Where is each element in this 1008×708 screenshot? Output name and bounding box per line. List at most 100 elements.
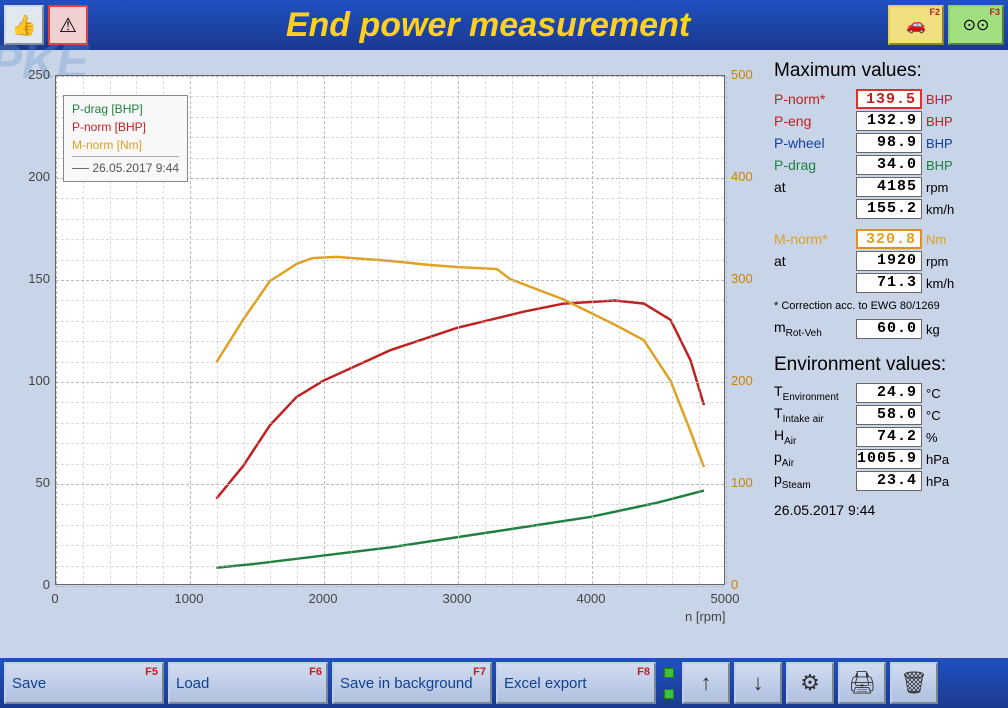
value-unit: rpm bbox=[926, 180, 962, 195]
value-row: TEnvironment24.9 °C bbox=[774, 382, 1002, 404]
value-row: HAir74.2% bbox=[774, 426, 1002, 448]
mrot-label: mRot-Veh bbox=[774, 319, 852, 339]
mrot-unit: kg bbox=[926, 322, 962, 337]
side-panel: Maximum values: P-norm*139.5BHPP-eng132.… bbox=[770, 50, 1008, 658]
env-values-title: Environment values: bbox=[774, 354, 1002, 376]
y2-axis-label: 400 bbox=[731, 169, 753, 184]
value-label: P-norm* bbox=[774, 91, 852, 107]
x-axis-label: 1000 bbox=[175, 591, 204, 606]
legend-timestamp: 26.05.2017 9:44 bbox=[92, 161, 179, 175]
timestamp: 26.05.2017 9:44 bbox=[774, 502, 1002, 518]
x-axis-title: n [rpm] bbox=[685, 609, 725, 624]
excel-export-button[interactable]: F8Excel export bbox=[496, 662, 656, 704]
value-box: 155.2 bbox=[856, 199, 922, 219]
value-row: P-wheel98.9BHP bbox=[774, 132, 1002, 154]
value-box: 58.0 bbox=[856, 405, 922, 425]
value-box: 1005.9 bbox=[856, 449, 922, 469]
value-label: at bbox=[774, 253, 852, 269]
status-indicator bbox=[660, 662, 678, 704]
value-row: M-norm*320.8Nm bbox=[774, 228, 1002, 250]
legend-pdrag: P-drag [BHP] bbox=[72, 100, 179, 118]
engine-icon: ⚠ bbox=[59, 13, 77, 38]
f3-button[interactable]: F3⊙⊙ bbox=[948, 5, 1004, 45]
value-row: pAir1005.9hPa bbox=[774, 448, 1002, 470]
value-unit: km/h bbox=[926, 202, 962, 217]
y-axis-label: 0 bbox=[15, 577, 50, 592]
value-label: at bbox=[774, 179, 852, 195]
y2-axis-label: 100 bbox=[731, 475, 753, 490]
thumb-up-icon: 👍 bbox=[12, 13, 37, 38]
value-label: HAir bbox=[774, 427, 852, 447]
value-label: TEnvironment bbox=[774, 383, 852, 403]
value-unit: BHP bbox=[926, 158, 962, 173]
value-row: pSteam23.4hPa bbox=[774, 470, 1002, 492]
value-unit: % bbox=[926, 430, 962, 445]
y-axis-label: 100 bbox=[15, 373, 50, 388]
value-unit: BHP bbox=[926, 114, 962, 129]
value-unit: hPa bbox=[926, 452, 962, 467]
value-box: 71.3 bbox=[856, 273, 922, 293]
x-axis-label: 4000 bbox=[577, 591, 606, 606]
save-in-background-button[interactable]: F7Save in background bbox=[332, 662, 492, 704]
y-axis-label: 50 bbox=[15, 475, 50, 490]
value-box: 139.5 bbox=[856, 89, 922, 109]
delete-button[interactable]: 🗑 bbox=[890, 662, 938, 704]
value-label: pSteam bbox=[774, 471, 852, 491]
value-box: 34.0 bbox=[856, 155, 922, 175]
y2-axis-label: 500 bbox=[731, 67, 753, 82]
value-box: 24.9 bbox=[856, 383, 922, 403]
down-button[interactable]: ↓ bbox=[734, 662, 782, 704]
value-unit: °C bbox=[926, 386, 962, 401]
x-axis-label: 5000 bbox=[711, 591, 740, 606]
save-button[interactable]: F5Save bbox=[4, 662, 164, 704]
x-axis-label: 0 bbox=[51, 591, 58, 606]
printer-icon: 🖨 bbox=[848, 670, 876, 696]
mrot-row: mRot-Veh 60.0 kg bbox=[774, 318, 1002, 340]
y-axis-label: 150 bbox=[15, 271, 50, 286]
chart-pane: PKE P-drag [BHP] P-norm [BHP] M-norm [Nm… bbox=[0, 50, 770, 658]
x-axis-label: 2000 bbox=[309, 591, 338, 606]
ok-button[interactable]: 👍 bbox=[4, 5, 44, 45]
up-button[interactable]: ↑ bbox=[682, 662, 730, 704]
correction-note: * Correction acc. to EWG 80/1269 bbox=[774, 300, 1002, 312]
y2-axis-label: 200 bbox=[731, 373, 753, 388]
value-row: P-eng132.9BHP bbox=[774, 110, 1002, 132]
bottombar: F5SaveF6LoadF7Save in backgroundF8Excel … bbox=[0, 658, 1008, 708]
trash-icon: 🗑 bbox=[900, 670, 928, 696]
chart: P-drag [BHP] P-norm [BHP] M-norm [Nm] ──… bbox=[15, 60, 765, 645]
x-axis-label: 3000 bbox=[443, 591, 472, 606]
engine-button[interactable]: ⚠ bbox=[48, 5, 88, 45]
value-box: 23.4 bbox=[856, 471, 922, 491]
value-box: 320.8 bbox=[856, 229, 922, 249]
value-row: TIntake air58.0 °C bbox=[774, 404, 1002, 426]
y2-axis-label: 300 bbox=[731, 271, 753, 286]
main-area: PKE P-drag [BHP] P-norm [BHP] M-norm [Nm… bbox=[0, 50, 1008, 658]
settings-button[interactable]: ⚙ bbox=[786, 662, 834, 704]
f2-button[interactable]: F2🚗 bbox=[888, 5, 944, 45]
legend-mnorm: M-norm [Nm] bbox=[72, 136, 179, 154]
page-title: End power measurement bbox=[88, 6, 888, 45]
arrow-down-icon: ↓ bbox=[753, 670, 764, 696]
car-icon: 🚗 bbox=[906, 15, 926, 35]
value-unit: BHP bbox=[926, 92, 962, 107]
y2-axis-label: 0 bbox=[731, 577, 738, 592]
value-box: 74.2 bbox=[856, 427, 922, 447]
value-box: 4185 bbox=[856, 177, 922, 197]
value-unit: km/h bbox=[926, 276, 962, 291]
value-label: TIntake air bbox=[774, 405, 852, 425]
load-button[interactable]: F6Load bbox=[168, 662, 328, 704]
chart-legend: P-drag [BHP] P-norm [BHP] M-norm [Nm] ──… bbox=[63, 95, 188, 182]
value-row: at1920rpm bbox=[774, 250, 1002, 272]
value-label: P-drag bbox=[774, 157, 852, 173]
value-row: 71.3 km/h bbox=[774, 272, 1002, 294]
value-box: 132.9 bbox=[856, 111, 922, 131]
print-button[interactable]: 🖨 bbox=[838, 662, 886, 704]
value-unit: BHP bbox=[926, 136, 962, 151]
max-values-title: Maximum values: bbox=[774, 60, 1002, 82]
y-axis-label: 200 bbox=[15, 169, 50, 184]
value-row: 155.2 km/h bbox=[774, 198, 1002, 220]
value-unit: °C bbox=[926, 408, 962, 423]
mrot-value: 60.0 bbox=[856, 319, 922, 339]
titlebar: 👍 ⚠ End power measurement F2🚗 F3⊙⊙ bbox=[0, 0, 1008, 50]
value-label: P-wheel bbox=[774, 135, 852, 151]
